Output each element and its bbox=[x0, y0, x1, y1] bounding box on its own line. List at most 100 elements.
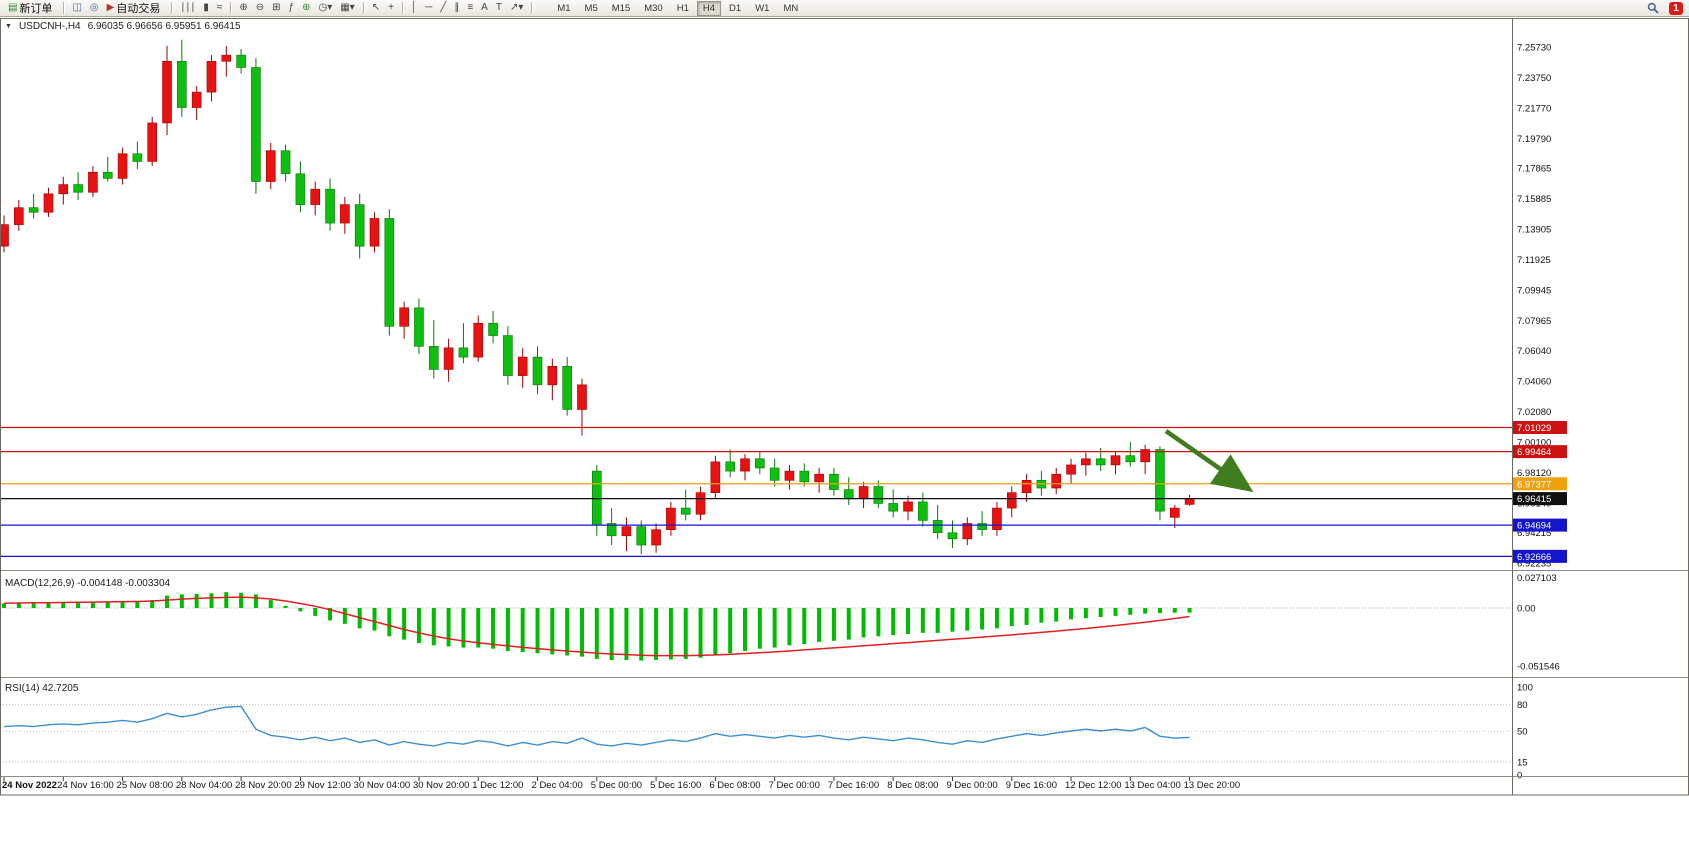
trendline-button[interactable]: ╱ bbox=[437, 0, 449, 17]
candles-layer bbox=[0, 39, 1195, 555]
candle-body bbox=[1006, 492, 1017, 509]
price-tag bbox=[1513, 445, 1567, 459]
macd-histogram-bar bbox=[165, 595, 170, 608]
timeframe-button-d1[interactable]: D1 bbox=[729, 2, 742, 14]
price-axis-label: 7.07965 bbox=[1517, 316, 1551, 327]
notification-badge[interactable]: 1 bbox=[1669, 1, 1683, 15]
macd-histogram-bar bbox=[1009, 608, 1014, 627]
chart-background[interactable] bbox=[0, 18, 1689, 795]
bar-chart-type-button[interactable]: ∣∣∣ bbox=[177, 0, 198, 17]
crosshair-button[interactable]: + bbox=[385, 0, 397, 17]
macd-histogram-bar bbox=[1113, 608, 1118, 616]
candle-body bbox=[577, 384, 587, 410]
candle-body bbox=[265, 150, 276, 182]
time-axis: 24 Nov 2022 24 Nov 16:00 25 Nov 08:00 28 No… bbox=[2, 777, 1240, 791]
channel-button[interactable]: ∥ bbox=[451, 0, 462, 17]
macd-histogram-bar bbox=[402, 608, 407, 640]
timeframe-button-w1[interactable]: W1 bbox=[755, 2, 770, 14]
candle-body bbox=[443, 347, 454, 370]
rsi-axis-label: 15 bbox=[1517, 757, 1528, 768]
indicators-list-button[interactable]: ƒ bbox=[286, 0, 298, 17]
candle-body bbox=[354, 204, 365, 247]
timeframe-button-h1[interactable]: H1 bbox=[676, 2, 689, 14]
candle-body bbox=[710, 461, 721, 493]
trendline-icon: ╱ bbox=[440, 2, 447, 13]
tile-windows-button[interactable]: ⊞ bbox=[269, 0, 283, 17]
templates-icon: ▦▾ bbox=[340, 2, 355, 13]
time-axis-label: 5 Dec 00:00 bbox=[591, 780, 642, 791]
macd-histogram-bar bbox=[520, 608, 525, 653]
macd-histogram-bar bbox=[61, 602, 66, 608]
macd-histogram-bar bbox=[565, 608, 570, 656]
zoom-in-button[interactable]: ⊕ bbox=[236, 0, 250, 17]
shapes-button[interactable]: ↗▾ bbox=[507, 0, 526, 17]
search-button[interactable] bbox=[1644, 0, 1662, 17]
macd-histogram-bar bbox=[743, 608, 747, 651]
price-tag-label: 6.92666 bbox=[1517, 552, 1551, 563]
candle-body bbox=[992, 507, 1002, 530]
zoom-out-button[interactable]: ⊖ bbox=[253, 0, 267, 17]
periods-button[interactable]: ◷▾ bbox=[315, 0, 335, 17]
candle-body bbox=[547, 366, 558, 386]
candle-body bbox=[147, 122, 157, 162]
candle-body bbox=[606, 523, 617, 537]
macd-histogram-bar bbox=[624, 608, 629, 660]
time-axis-label: 1 Dec 12:00 bbox=[472, 780, 523, 791]
text-label-button[interactable]: T bbox=[493, 0, 505, 17]
vertical-line-icon: │ bbox=[410, 2, 418, 13]
auto-trading-button[interactable]: ▶ 自动交易 bbox=[104, 0, 167, 17]
macd-histogram-bar bbox=[194, 593, 199, 608]
cursor-button[interactable]: ↖ bbox=[369, 0, 383, 17]
trend-arrow-annotation[interactable] bbox=[1164, 429, 1254, 493]
timeframe-button-m15[interactable]: M15 bbox=[611, 2, 631, 14]
candle-body bbox=[58, 184, 69, 195]
price-axis-label: 7.15885 bbox=[1517, 194, 1551, 205]
macd-histogram-bar bbox=[298, 608, 303, 612]
candle-body bbox=[428, 346, 439, 370]
candle-body bbox=[517, 356, 528, 376]
chart-header: ▼ USDCNH-,H4 6.96035 6.96656 6.95951 6.9… bbox=[5, 21, 241, 32]
add-indicator-button[interactable]: ⊕ bbox=[299, 0, 313, 17]
price-tag bbox=[1513, 421, 1567, 435]
timeframe-button-m1[interactable]: M1 bbox=[557, 2, 571, 14]
new-order-button[interactable]: ▤ 新订单 bbox=[5, 0, 58, 17]
horizontal-line-button[interactable]: ─ bbox=[422, 0, 435, 17]
text-button[interactable]: A bbox=[478, 0, 491, 17]
vertical-line-button[interactable]: │ bbox=[408, 0, 420, 17]
timeframe-button-m30[interactable]: M30 bbox=[644, 2, 663, 14]
candle-body bbox=[399, 307, 409, 327]
candlestick-chart-type-icon: ▮ bbox=[203, 2, 209, 13]
timeframe-buttons: M1 M5 M15 M30 H1 H4 D1 W1 MN bbox=[550, 0, 805, 16]
periods-icon: ◷▾ bbox=[318, 2, 333, 13]
price-tag bbox=[1513, 518, 1567, 532]
candle-body bbox=[280, 150, 291, 175]
candle-body bbox=[740, 458, 750, 472]
price-axis-label: 6.98120 bbox=[1517, 468, 1551, 479]
candle-body bbox=[962, 523, 973, 540]
candle-body bbox=[177, 61, 187, 108]
charts-profile-button[interactable]: ◫ bbox=[69, 0, 84, 17]
candle-body bbox=[666, 507, 676, 530]
macd-indicator-label: MACD(12,26,9) -0.004148 -0.003304 bbox=[5, 578, 171, 589]
line-chart-type-button[interactable]: ≈ bbox=[214, 0, 226, 17]
text-icon: A bbox=[481, 2, 488, 13]
indicators-list-icon: ƒ bbox=[288, 2, 295, 13]
price-axis-label: 7.09945 bbox=[1517, 286, 1551, 297]
fibonacci-button[interactable]: ≡ bbox=[464, 0, 476, 17]
macd-histogram-bar bbox=[846, 608, 851, 640]
templates-button[interactable]: ▦▾ bbox=[337, 0, 357, 17]
timeframe-button-mn[interactable]: MN bbox=[783, 2, 799, 14]
candlestick-chart-type-button[interactable]: ▮ bbox=[200, 0, 212, 17]
macd-histogram-bar bbox=[535, 608, 540, 654]
macd-axis-label: -0.051546 bbox=[1517, 662, 1560, 673]
macd-histogram-bar bbox=[76, 601, 81, 608]
timeframe-button-m5[interactable]: M5 bbox=[584, 2, 598, 14]
alerts-button[interactable]: ◎ bbox=[87, 0, 102, 17]
candle-body bbox=[414, 307, 424, 347]
macd-histogram-bar bbox=[179, 594, 184, 608]
collapse-chart-icon[interactable]: ▼ bbox=[5, 23, 12, 30]
timeframe-button-h4[interactable]: H4 bbox=[696, 0, 722, 16]
macd-axis-label: 0.027103 bbox=[1517, 573, 1557, 584]
